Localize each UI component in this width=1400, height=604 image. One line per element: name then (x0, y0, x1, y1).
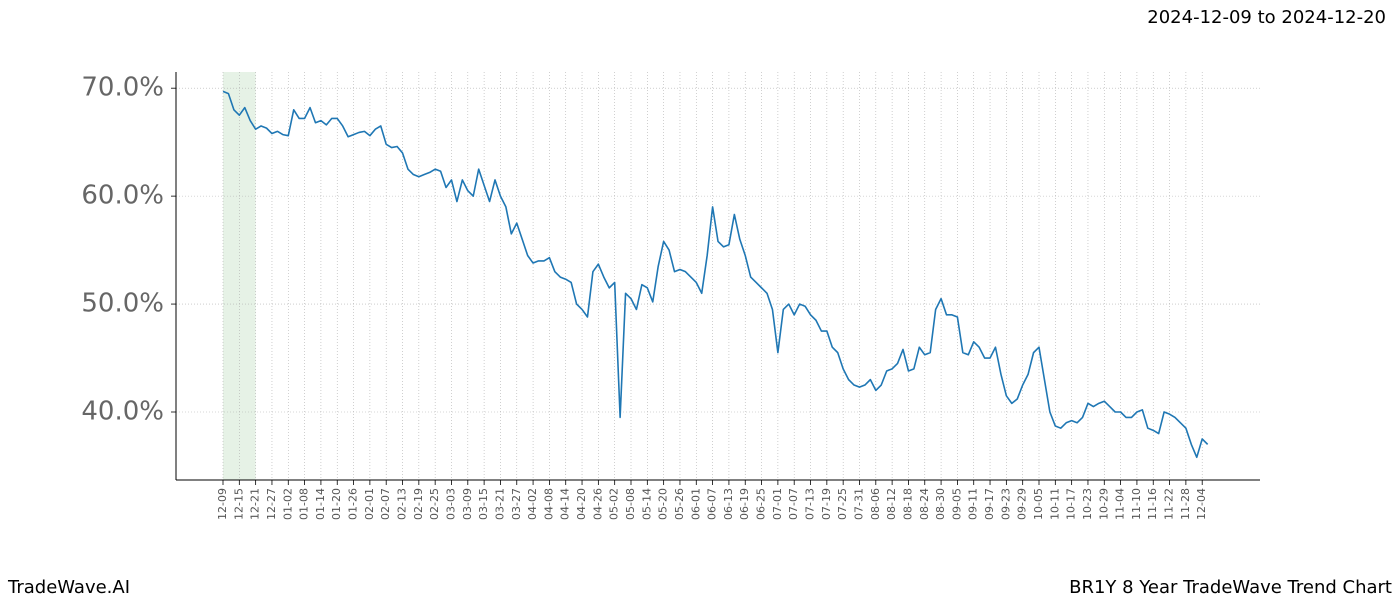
x-tick-label: 12-09 (216, 488, 229, 520)
x-tick-label: 07-13 (804, 488, 817, 520)
chart-name: BR1Y 8 Year TradeWave Trend Chart (1069, 577, 1392, 598)
x-tick-label: 03-09 (461, 488, 474, 520)
x-tick-label: 08-18 (901, 488, 914, 520)
x-tick-label: 07-07 (787, 488, 800, 520)
x-tick-label: 11-28 (1179, 488, 1192, 520)
x-tick-label: 01-26 (347, 488, 360, 520)
x-tick-label: 08-24 (918, 488, 931, 520)
x-tick-label: 07-01 (771, 488, 784, 520)
x-tick-label: 04-14 (559, 488, 572, 520)
x-tick-label: 08-12 (885, 488, 898, 520)
x-tick-label: 06-19 (738, 488, 751, 520)
x-tick-label: 03-21 (493, 488, 506, 520)
y-tick-label: 50.0% (81, 289, 164, 319)
x-tick-label: 06-07 (706, 488, 719, 520)
x-tick-label: 11-10 (1130, 488, 1143, 520)
x-tick-label: 06-13 (722, 488, 735, 520)
x-tick-label: 04-26 (591, 488, 604, 520)
x-tick-label: 04-08 (542, 488, 555, 520)
y-tick-label: 40.0% (81, 397, 164, 427)
x-tick-label: 10-23 (1081, 488, 1094, 520)
line-series (222, 90, 1209, 459)
x-tick-label: 08-30 (934, 488, 947, 520)
x-tick-label: 12-15 (232, 488, 245, 520)
x-tick-label: 05-20 (657, 488, 670, 520)
x-tick-label: 07-19 (820, 488, 833, 520)
x-tick-label: 10-29 (1097, 488, 1110, 520)
date-range: 2024-12-09 to 2024-12-20 (1147, 7, 1386, 28)
x-tick-label: 02-07 (379, 488, 392, 520)
x-tick-label: 01-02 (281, 488, 294, 520)
x-tick-label: 04-20 (575, 488, 588, 520)
x-tick-label: 05-14 (640, 488, 653, 520)
x-tick-label: 09-05 (950, 488, 963, 520)
x-tick-label: 01-08 (298, 488, 311, 520)
x-tick-label: 01-20 (330, 488, 343, 520)
x-tick-label: 04-02 (526, 488, 539, 520)
x-tick-label: 11-22 (1163, 488, 1176, 520)
y-tick-label: 70.0% (81, 73, 164, 103)
x-tick-label: 02-25 (428, 488, 441, 520)
x-tick-label: 05-26 (673, 488, 686, 520)
x-tick-label: 05-08 (624, 488, 637, 520)
x-tick-label: 06-25 (755, 488, 768, 520)
x-tick-label: 07-31 (852, 488, 865, 520)
x-tick-label: 09-23 (999, 488, 1012, 520)
x-tick-label: 02-13 (396, 488, 409, 520)
x-tick-label: 12-27 (265, 488, 278, 520)
x-tick-label: 07-25 (836, 488, 849, 520)
x-tick-label: 09-11 (967, 488, 980, 520)
x-tick-label: 10-11 (1048, 488, 1061, 520)
x-tick-label: 09-29 (1016, 488, 1029, 520)
x-tick-label: 06-01 (689, 488, 702, 520)
x-tick-label: 03-15 (477, 488, 490, 520)
x-tick-label: 01-14 (314, 488, 327, 520)
brand: TradeWave.AI (7, 577, 130, 598)
x-tick-label: 03-27 (510, 488, 523, 520)
x-tick-label: 09-17 (983, 488, 996, 520)
x-tick-label: 02-01 (363, 488, 376, 520)
y-tick-label: 60.0% (81, 181, 164, 211)
x-tick-label: 10-05 (1032, 488, 1045, 520)
x-tick-label: 11-16 (1146, 488, 1159, 520)
x-tick-label: 10-17 (1065, 488, 1078, 520)
x-tick-label: 08-06 (869, 488, 882, 520)
x-tick-label: 12-04 (1195, 488, 1208, 520)
x-tick-label: 12-21 (249, 488, 262, 520)
x-tick-label: 11-04 (1114, 488, 1127, 520)
x-tick-label: 05-02 (608, 488, 621, 520)
x-tick-label: 02-19 (412, 488, 425, 520)
x-tick-label: 03-03 (444, 488, 457, 520)
